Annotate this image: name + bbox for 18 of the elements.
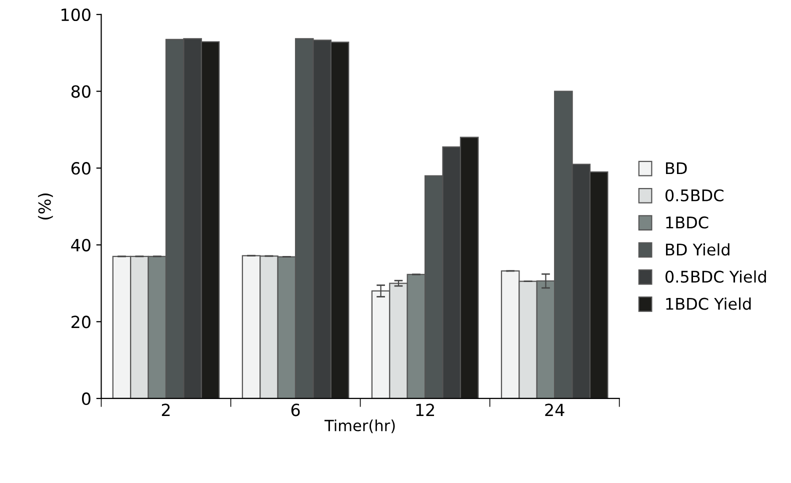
legend-label: 0.5BDC (666, 189, 724, 202)
y-tick-label: 20 (72, 316, 90, 328)
y-tick-label: 40 (71, 238, 90, 252)
y-tick-label: 0 (82, 392, 90, 406)
x-tick-label: 6 (291, 404, 300, 416)
legend-label: 1BDC Yield (666, 298, 751, 310)
y-axis-title: (%) (38, 193, 53, 220)
legend-label: 1BDC (666, 216, 708, 229)
x-tick-label: 2 (162, 404, 170, 416)
x-axis-title: Timer(hr) (324, 419, 395, 434)
legend-label: BD (666, 162, 687, 174)
y-tick-label: 80 (71, 85, 90, 98)
legend-label: 0.5BDC Yield (666, 270, 766, 283)
y-tick-label: 60 (71, 162, 90, 175)
x-tick-label: 12 (416, 404, 434, 416)
y-tick-label: 100 (62, 8, 90, 22)
x-tick-label: 24 (545, 404, 564, 416)
legend-label: BD Yield (666, 243, 730, 256)
